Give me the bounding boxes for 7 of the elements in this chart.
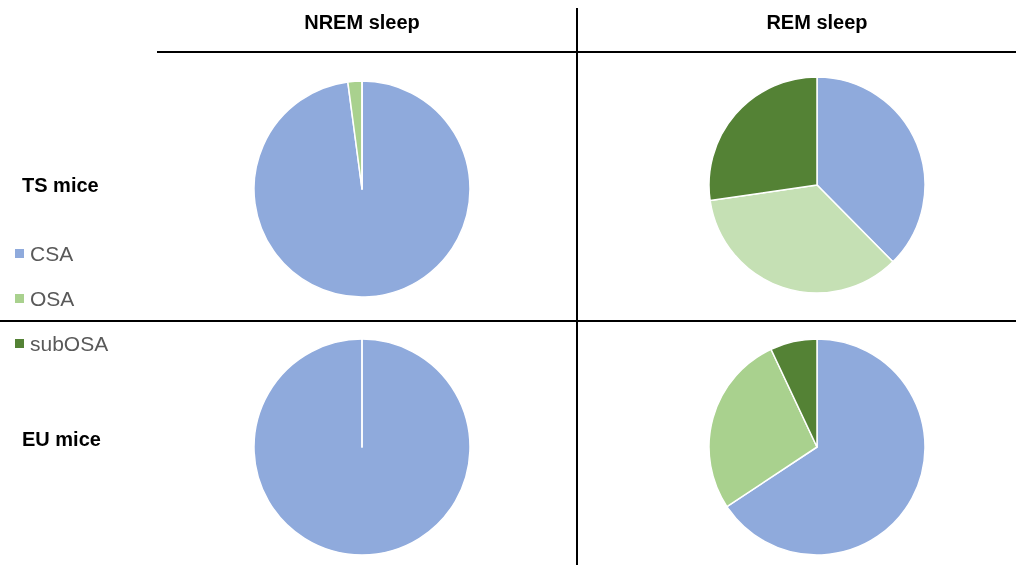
- text: REM sleep: [766, 11, 868, 33]
- text: TS mice: [22, 174, 99, 196]
- legend-label: subOSA: [30, 332, 109, 355]
- legend-label: CSA: [30, 242, 74, 265]
- legend-label: OSA: [30, 287, 75, 310]
- text: NREM sleep: [304, 11, 420, 33]
- text: EU mice: [22, 428, 101, 450]
